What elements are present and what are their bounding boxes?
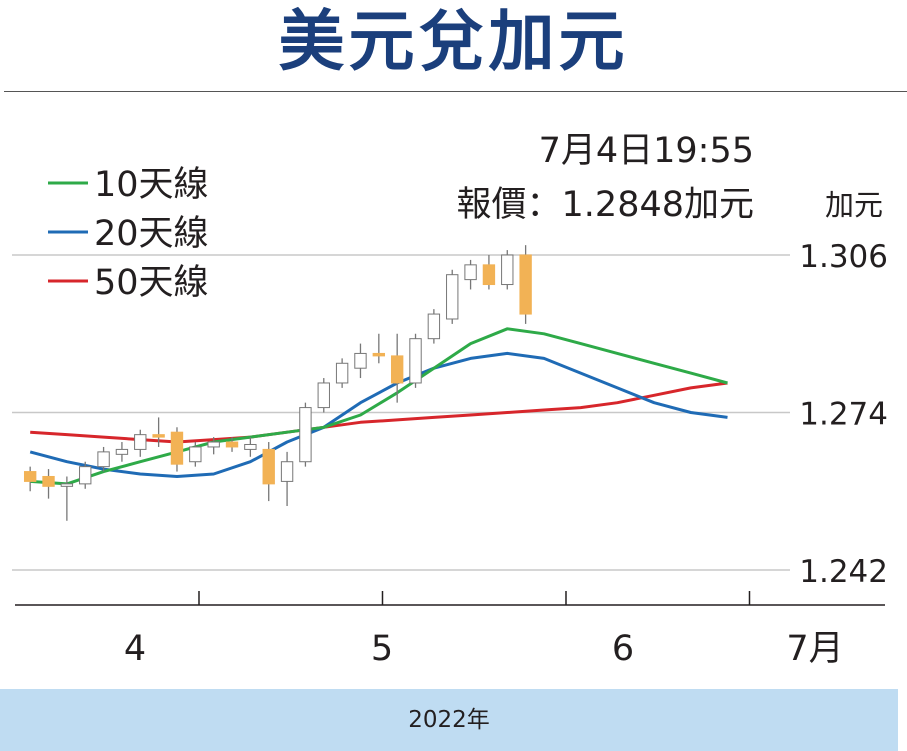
candle	[409, 333, 422, 388]
candle	[464, 259, 477, 290]
chart-title: 美元兌加元	[278, 3, 629, 80]
candle-body	[134, 434, 147, 450]
candle	[152, 417, 165, 447]
candle-body	[317, 382, 330, 409]
candle	[189, 442, 202, 467]
candle	[390, 333, 404, 403]
candle-body	[335, 362, 349, 384]
ma20-line	[29, 351, 728, 478]
candle	[170, 427, 184, 472]
candle-body	[262, 448, 275, 485]
candle-body	[390, 355, 404, 384]
candle	[79, 461, 92, 489]
candle	[446, 269, 459, 324]
y-tick-label: 1.274	[799, 397, 888, 433]
candle	[60, 476, 74, 521]
candle	[482, 255, 496, 290]
candle-body	[207, 441, 220, 448]
legend-label-ma50: 50天線	[94, 263, 209, 303]
y-axis-unit: 加元	[825, 188, 883, 222]
legend-label-ma20: 20天線	[94, 214, 209, 254]
x-axis: 4 5 6 7月	[15, 591, 885, 669]
candle	[299, 402, 312, 467]
candle	[262, 442, 275, 502]
legend-label-ma10: 10天線	[94, 165, 209, 205]
candles	[23, 245, 532, 521]
gridlines	[12, 254, 790, 571]
candle	[280, 451, 294, 507]
candle	[354, 343, 367, 379]
x-tick-label: 5	[371, 629, 393, 669]
candle-body	[170, 431, 184, 465]
candle	[134, 429, 147, 457]
candle-body	[244, 443, 257, 450]
candle-body	[427, 313, 441, 340]
quote-datetime: 7月4日19:55	[539, 131, 754, 171]
candle-body	[482, 264, 496, 286]
candle	[372, 333, 386, 364]
legend-item-ma50: 50天線	[48, 263, 209, 303]
candle-body	[372, 352, 386, 357]
y-axis-labels: 1.306 1.274 1.242	[799, 239, 888, 590]
candle	[427, 309, 441, 344]
legend-item-ma20: 20天線	[48, 214, 209, 254]
candle-body	[60, 483, 74, 487]
candle-body	[409, 338, 422, 384]
ma10-line	[30, 327, 728, 486]
candle-body	[115, 448, 129, 455]
legend: 10天線 20天線 50天線	[48, 165, 209, 303]
candle-body	[189, 446, 202, 463]
candle-body	[299, 407, 312, 463]
y-tick-label: 1.242	[799, 554, 888, 590]
candle-body	[446, 274, 459, 320]
candlestick-chart: 4 5 6 7月 1.306 1.274 1.242 加元 7月4日19:55 報價：1.…	[12, 131, 888, 669]
candle-body	[79, 466, 92, 485]
candle	[225, 437, 239, 452]
candle	[244, 437, 257, 457]
candle	[335, 358, 349, 388]
candle-body	[501, 254, 514, 286]
title-divider	[4, 91, 907, 92]
candle	[519, 245, 532, 324]
candle	[42, 469, 55, 499]
x-tick-label: 4	[124, 629, 146, 669]
year-footer: 2022年	[0, 689, 898, 751]
candle-body	[152, 434, 165, 438]
y-tick-label: 1.306	[799, 239, 888, 275]
candle-body	[280, 461, 294, 482]
quote-price: 報價：1.2848加元	[457, 185, 754, 225]
candle-body	[519, 254, 532, 315]
candle	[501, 250, 514, 290]
legend-item-ma10: 10天線	[48, 165, 209, 205]
candle-body	[225, 441, 239, 448]
candle	[317, 378, 330, 413]
x-tick-label: 6	[612, 629, 634, 669]
candle	[115, 442, 129, 462]
candle-body	[42, 475, 55, 487]
candle	[23, 466, 37, 492]
candle	[97, 446, 110, 472]
x-tick-label: 7月	[786, 629, 843, 669]
candle-body	[464, 264, 477, 281]
candle-body	[97, 451, 110, 468]
candle	[207, 437, 220, 455]
candle-body	[23, 471, 37, 482]
candle-body	[354, 352, 367, 369]
